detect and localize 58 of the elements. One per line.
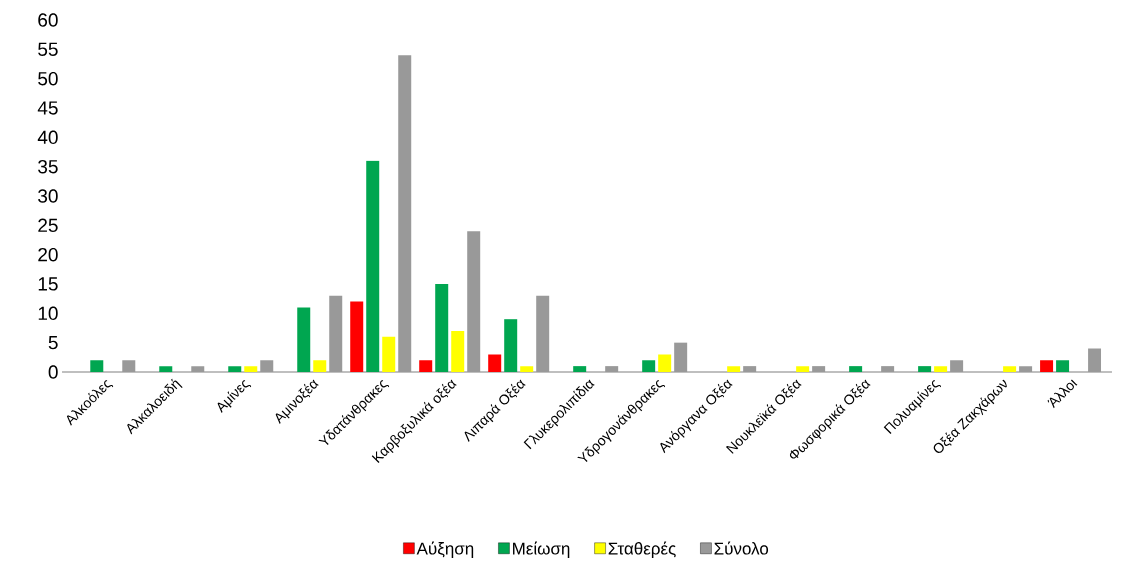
bar bbox=[435, 283, 449, 372]
bar bbox=[743, 366, 757, 372]
bar bbox=[520, 366, 534, 372]
bar bbox=[244, 366, 258, 372]
bar bbox=[350, 301, 364, 372]
bar bbox=[796, 366, 810, 372]
y-tick-label: 15 bbox=[38, 277, 58, 291]
bar bbox=[191, 366, 205, 372]
y-tick-label: 5 bbox=[48, 336, 58, 350]
y-tick-label: 25 bbox=[38, 218, 58, 233]
bar bbox=[934, 366, 948, 372]
bar bbox=[313, 360, 327, 372]
bar bbox=[642, 360, 656, 372]
bar bbox=[419, 360, 433, 372]
bar bbox=[1019, 366, 1033, 372]
y-tick-label: 50 bbox=[38, 71, 58, 86]
y-tick-label: 60 bbox=[38, 13, 58, 27]
bar bbox=[504, 319, 518, 372]
y-tick-label: 45 bbox=[37, 101, 58, 115]
bar bbox=[727, 366, 741, 372]
bar bbox=[366, 160, 380, 372]
bar bbox=[849, 366, 863, 372]
bar bbox=[228, 366, 242, 372]
y-tick-label: 10 bbox=[38, 306, 58, 321]
bar bbox=[1003, 366, 1017, 372]
bar bbox=[881, 366, 895, 372]
bar bbox=[260, 360, 274, 372]
y-tick-label: 40 bbox=[37, 130, 58, 145]
y-tick-label: 55 bbox=[38, 42, 58, 56]
bar bbox=[297, 307, 311, 372]
bar bbox=[382, 336, 396, 372]
legend-label: Σύνολο bbox=[714, 541, 769, 555]
legend-label: Μείωση bbox=[513, 541, 570, 558]
legend-label: Σταθερές bbox=[608, 541, 676, 558]
bar bbox=[1088, 348, 1102, 372]
bar bbox=[674, 342, 688, 372]
bar bbox=[329, 295, 343, 372]
bar bbox=[658, 354, 672, 372]
y-tick-label: 20 bbox=[38, 247, 58, 262]
bar bbox=[122, 360, 136, 372]
y-tick-label: 30 bbox=[38, 189, 58, 203]
y-tick-label: 35 bbox=[38, 159, 58, 174]
bar bbox=[398, 55, 412, 372]
bar bbox=[812, 366, 826, 372]
bar bbox=[467, 231, 481, 372]
bar bbox=[536, 295, 550, 372]
bar bbox=[573, 366, 587, 372]
bar bbox=[950, 360, 964, 372]
y-tick-label: 0 bbox=[48, 365, 58, 379]
bar bbox=[1056, 360, 1070, 372]
bar bbox=[451, 330, 465, 372]
bar bbox=[488, 354, 502, 372]
bar bbox=[1040, 360, 1054, 372]
bar bbox=[159, 366, 173, 372]
bar bbox=[605, 366, 619, 372]
legend-label: Αύξηση bbox=[416, 541, 474, 558]
bar bbox=[90, 360, 104, 372]
bar bbox=[918, 366, 932, 372]
